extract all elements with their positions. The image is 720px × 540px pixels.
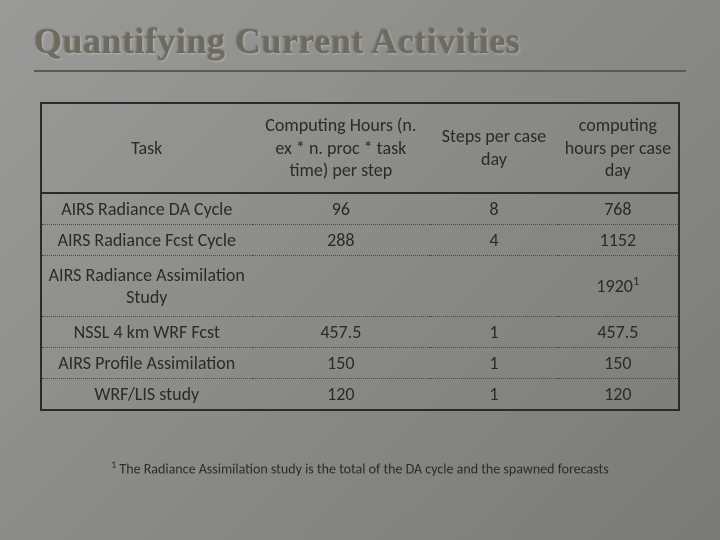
cell-task: WRF/LIS study [41,378,252,410]
cell-task: AIRS Radiance Fcst Cycle [41,224,252,255]
cell-total: 1152 [558,224,679,255]
cell-task: AIRS Radiance Assimilation Study [41,255,252,316]
title-underline [34,70,686,72]
cell-hours: 288 [252,224,431,255]
cell-steps [430,255,558,316]
cell-steps: 8 [430,193,558,225]
table-header-row: Task Computing Hours (n. ex * n. proc * … [41,103,679,193]
cell-total-value: 1920 [596,275,633,297]
footnote: 1 The Radiance Assimilation study is the… [34,459,686,478]
table-row: NSSL 4 km WRF Fcst 457.5 1 457.5 [41,316,679,347]
table-row: AIRS Profile Assimilation 150 1 150 [41,347,679,378]
cell-hours: 150 [252,347,431,378]
cell-total-sup: 1 [633,274,639,289]
data-table-wrap: Task Computing Hours (n. ex * n. proc * … [40,102,680,411]
table-row: AIRS Radiance Fcst Cycle 288 4 1152 [41,224,679,255]
header-steps: Steps per case day [430,103,558,193]
footnote-text: The Radiance Assimilation study is the t… [116,460,608,477]
cell-hours [252,255,431,316]
cell-steps: 1 [430,378,558,410]
cell-total: 457.5 [558,316,679,347]
cell-total: 150 [558,347,679,378]
cell-steps: 4 [430,224,558,255]
header-total: computing hours per case day [558,103,679,193]
cell-task: AIRS Radiance DA Cycle [41,193,252,225]
table-row: WRF/LIS study 120 1 120 [41,378,679,410]
header-hours: Computing Hours (n. ex * n. proc * task … [252,103,431,193]
cell-hours: 457.5 [252,316,431,347]
table-row: AIRS Radiance Assimilation Study 19201 [41,255,679,316]
data-table: Task Computing Hours (n. ex * n. proc * … [40,102,680,411]
cell-task: NSSL 4 km WRF Fcst [41,316,252,347]
slide: Quantifying Current Activities Task Comp… [0,0,720,540]
cell-total: 19201 [558,255,679,316]
cell-hours: 120 [252,378,431,410]
page-title: Quantifying Current Activities [34,20,686,62]
cell-steps: 1 [430,316,558,347]
cell-total: 768 [558,193,679,225]
cell-total: 120 [558,378,679,410]
cell-task: AIRS Profile Assimilation [41,347,252,378]
header-task: Task [41,103,252,193]
cell-hours: 96 [252,193,431,225]
table-row: AIRS Radiance DA Cycle 96 8 768 [41,193,679,225]
cell-steps: 1 [430,347,558,378]
